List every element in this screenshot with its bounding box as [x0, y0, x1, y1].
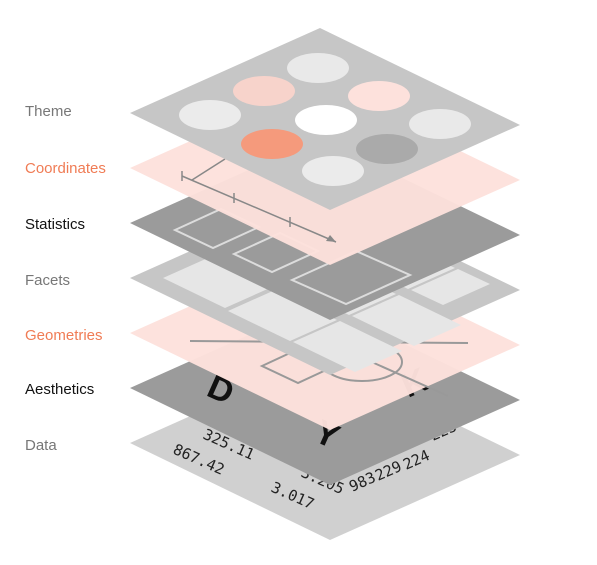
- theme-swatch: [241, 129, 303, 159]
- facet-panel: [411, 269, 490, 305]
- facet-panel: [352, 295, 461, 346]
- theme-swatch: [287, 53, 349, 83]
- layer-label-data: Data: [25, 437, 57, 454]
- theme-swatch: [348, 81, 410, 111]
- theme-layer: [130, 28, 520, 210]
- theme-swatch: [356, 134, 418, 164]
- facet-panel: [228, 290, 337, 341]
- y-axis-line: [191, 158, 226, 181]
- layer-label-theme: Theme: [25, 103, 72, 120]
- layer-label-statistics: Statistics: [25, 216, 85, 233]
- theme-swatch: [179, 100, 241, 130]
- layer-label-coordinates: Coordinates: [25, 160, 106, 177]
- theme-swatch: [409, 109, 471, 139]
- layer-label-facets: Facets: [25, 272, 70, 289]
- facet-panel: [293, 321, 402, 372]
- theme-swatch: [233, 76, 295, 106]
- layer-label-geometries: Geometries: [25, 327, 103, 344]
- theme-swatch: [302, 156, 364, 186]
- layer-label-aesthetics: Aesthetics: [25, 381, 94, 398]
- axis-arrowhead: [326, 235, 336, 242]
- x-axis-line: [181, 175, 337, 243]
- facet-panel: [163, 257, 272, 308]
- theme-swatch: [295, 105, 357, 135]
